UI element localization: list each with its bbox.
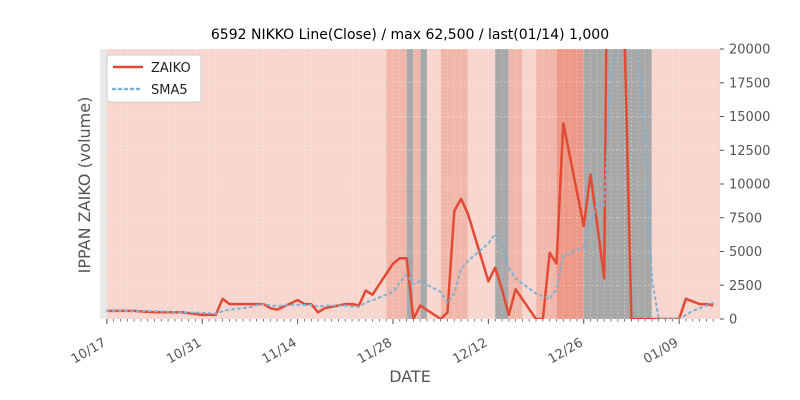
y-tick-label: 12500 [729,144,770,159]
y-tick-label: 10000 [729,178,770,193]
y-tick-label: 5000 [729,245,762,260]
y-axis: 0 2500 5000 7500 10000 12500 15000 17500 20000 [720,43,770,328]
y-axis-label: IPPAN ZAIKO (volume) [75,97,94,274]
chart-title: 6592 NIKKO Line(Close) / max 62,500 / la… [211,27,609,43]
x-axis-label: DATE [389,367,431,386]
series-layer [105,49,715,319]
y-tick-label: 17500 [729,76,770,91]
series-line-sma5 [105,49,715,319]
y-tick-label: 7500 [729,211,762,226]
band-light [427,49,441,319]
band-gray [495,49,509,319]
y-tick-label: 2500 [729,279,762,294]
legend: ZAIKO SMA5 [106,54,202,103]
y-tick-label: 20000 [729,43,770,58]
band-gray [406,49,414,319]
band-medium [536,49,557,319]
plot-area [100,48,720,320]
band-gray [420,49,428,319]
series-line-zaiko [106,49,714,319]
y-tick-label: 0 [729,313,737,328]
y-tick-label: 15000 [729,110,770,125]
band-lightgray [100,49,107,319]
band-gray [590,49,652,319]
band-gray [583,49,591,319]
legend-label-sma5: SMA5 [151,83,188,98]
legend-label-zaiko: ZAIKO [151,61,191,76]
